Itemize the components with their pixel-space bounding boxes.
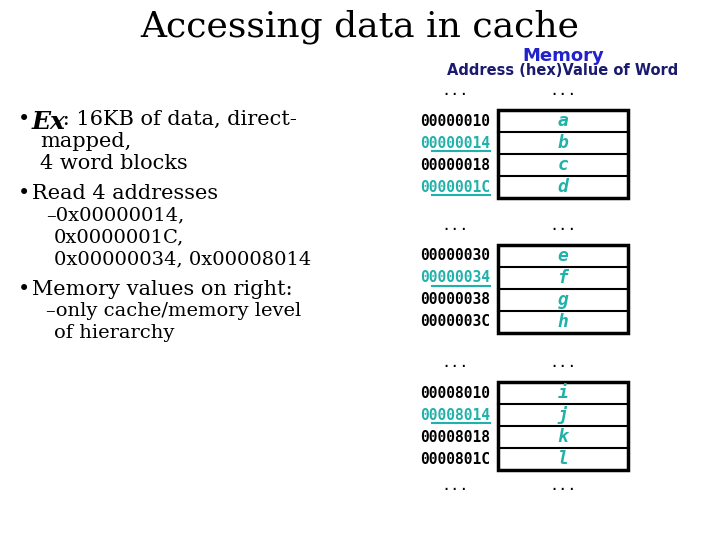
Bar — [498, 110, 628, 198]
Text: a: a — [557, 112, 568, 130]
Text: d: d — [557, 178, 568, 196]
Text: ...: ... — [549, 83, 577, 98]
Text: Memory values on right:: Memory values on right: — [32, 280, 292, 299]
Text: 00000034: 00000034 — [420, 271, 490, 286]
Text: ...: ... — [441, 83, 469, 98]
Text: •: • — [18, 280, 30, 299]
Text: Memory: Memory — [522, 47, 604, 65]
Text: Accessing data in cache: Accessing data in cache — [140, 10, 580, 44]
Text: Read 4 addresses: Read 4 addresses — [32, 184, 218, 203]
Text: .: 16KB of data, direct-: .: 16KB of data, direct- — [56, 110, 297, 129]
Text: l: l — [557, 450, 568, 468]
Bar — [498, 382, 628, 470]
Text: 00008014: 00008014 — [420, 408, 490, 422]
Text: 0000001C: 0000001C — [420, 179, 490, 194]
Text: h: h — [557, 313, 568, 331]
Text: 00000010: 00000010 — [420, 113, 490, 129]
Text: Ex: Ex — [32, 110, 66, 134]
Text: ...: ... — [441, 218, 469, 233]
Text: •: • — [18, 184, 30, 203]
Text: b: b — [557, 134, 568, 152]
Text: ...: ... — [441, 478, 469, 493]
Text: Address (hex)Value of Word: Address (hex)Value of Word — [447, 63, 679, 78]
Text: c: c — [557, 156, 568, 174]
Text: ...: ... — [549, 355, 577, 370]
Text: i: i — [557, 384, 568, 402]
Text: 0x00000034, 0x00008014: 0x00000034, 0x00008014 — [54, 250, 311, 268]
Text: j: j — [557, 406, 568, 424]
Text: of hierarchy: of hierarchy — [54, 324, 174, 342]
Text: 00000014: 00000014 — [420, 136, 490, 151]
Text: ...: ... — [549, 218, 577, 233]
Text: 0000003C: 0000003C — [420, 314, 490, 329]
Text: 00008018: 00008018 — [420, 429, 490, 444]
Text: 0000801C: 0000801C — [420, 451, 490, 467]
Text: –only cache/memory level: –only cache/memory level — [46, 302, 301, 320]
Text: 00000030: 00000030 — [420, 248, 490, 264]
Text: ...: ... — [549, 478, 577, 493]
Text: ...: ... — [441, 355, 469, 370]
Text: 00000038: 00000038 — [420, 293, 490, 307]
Text: 00008010: 00008010 — [420, 386, 490, 401]
Text: g: g — [557, 291, 568, 309]
Text: 4 word blocks: 4 word blocks — [40, 154, 188, 173]
Text: –0x00000014,: –0x00000014, — [46, 206, 184, 224]
Text: •: • — [18, 110, 30, 129]
Text: k: k — [557, 428, 568, 446]
Text: 0x0000001C,: 0x0000001C, — [54, 228, 184, 246]
Text: mapped,: mapped, — [40, 132, 131, 151]
Text: 00000018: 00000018 — [420, 158, 490, 172]
Text: f: f — [557, 269, 568, 287]
Bar — [498, 245, 628, 333]
Text: e: e — [557, 247, 568, 265]
